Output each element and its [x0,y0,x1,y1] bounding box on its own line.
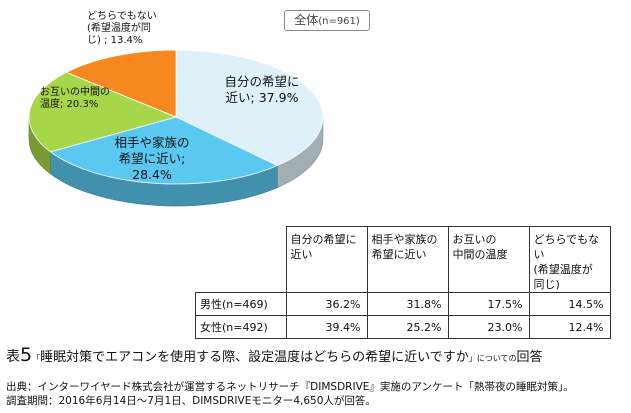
subset-label-main: 全体 [294,13,319,27]
pie-slice-label-line: お互いの中間の [40,85,110,98]
pie-slice-label-line: 温度; 20.3% [40,97,98,110]
pie-slice-label-line: 近い; 37.9% [226,90,299,105]
row-header: 男性(n=469) [195,292,287,316]
table-cell: 25.2% [366,315,449,339]
caption-number: 5 [20,344,33,366]
subset-label: 全体(n=961) [284,10,370,31]
pie-chart: 自分の希望に近い; 37.9%相手や家族の希望に近い; 28.4%お互いの中間の温… [28,10,324,207]
table-cell: 36.2% [285,292,368,316]
pie-slices [28,49,324,185]
caption-suffix: 回答 [516,350,543,365]
caption-prefix: 表 [6,349,20,365]
figure-caption: 表5「睡眠対策でエアコンを使用する際、設定温度はどちらの希望に近いですか」につい… [6,344,543,366]
table-cell: 31.8% [366,292,449,316]
table-corner [195,226,287,293]
pie-slice-label-line: 希望に近い; [119,151,186,166]
pie-slice-label-line: 相手や家族の [114,135,189,150]
table-cell: 23.0% [447,315,530,339]
gender-breakdown-table: 自分の希望に 近い 相手や家族の 希望に近い お互いの 中間の温度 どちらでもない (希… [195,226,611,339]
pie-slice-label-line: どちらでもない [87,10,157,22]
source-note: 出典：インターワイヤード株式会社が運営するネットリサーチ『DIMSDRIVE』実… [6,380,574,408]
table-cell: 12.4% [528,315,611,339]
pie-slice-label: 自分の希望に近い; 37.9% [224,74,299,105]
pie-slice-label-line: 28.4% [132,167,172,182]
row-header: 女性(n=492) [195,315,287,339]
caption-question: 睡眠対策でエアコンを使用する際、設定温度はどちらの希望に近いですか [40,350,469,365]
pie-slice [49,116,279,185]
caption-close-bracket: 」 [468,354,477,363]
pie-slice-label: お互いの中間の温度; 20.3% [40,85,110,110]
pie-slice [65,49,177,118]
pie-labels: 自分の希望に近い; 37.9%相手や家族の希望に近い; 28.4%お互いの中間の温… [40,10,300,182]
table-cell: 17.5% [447,292,530,316]
table-cell: 14.5% [528,292,611,316]
table-header-row: 自分の希望に 近い 相手や家族の 希望に近い お互いの 中間の温度 どちらでもない (希… [195,226,611,293]
caption-suffix-small: についての [476,354,517,363]
pie-slice [175,49,324,166]
pie-slice-label-line: (希望温度が同 [87,21,151,34]
pie-slice-label-line: 自分の希望に [224,74,299,89]
col-header: 相手や家族の 希望に近い [366,226,449,293]
pie-slice [28,71,178,153]
caption-open-bracket: 「 [32,354,41,363]
pie-slice-label-line: じ) ; 13.4% [87,34,142,46]
survey-period-line: 調査期間：2016年6月14日〜7月1日、DIMSDRIVEモニター4,650人… [6,395,376,407]
col-header: お互いの 中間の温度 [447,226,530,293]
pie-slice-label: 相手や家族の希望に近い; 28.4% [114,135,189,182]
pie-slice-label: どちらでもない(希望温度が同じ) ; 13.4% [87,10,157,46]
col-header: どちらでもない (希望温度が 同じ) [528,226,611,293]
table-cell: 39.4% [285,315,368,339]
col-header: 自分の希望に 近い [285,226,368,293]
source-line: 出典：インターワイヤード株式会社が運営するネットリサーチ『DIMSDRIVE』実… [6,381,574,393]
table-row: 男性(n=469) 36.2% 31.8% 17.5% 14.5% [195,292,611,316]
subset-label-n: (n=961) [318,16,360,27]
table-row: 女性(n=492) 39.4% 25.2% 23.0% 12.4% [195,315,611,339]
